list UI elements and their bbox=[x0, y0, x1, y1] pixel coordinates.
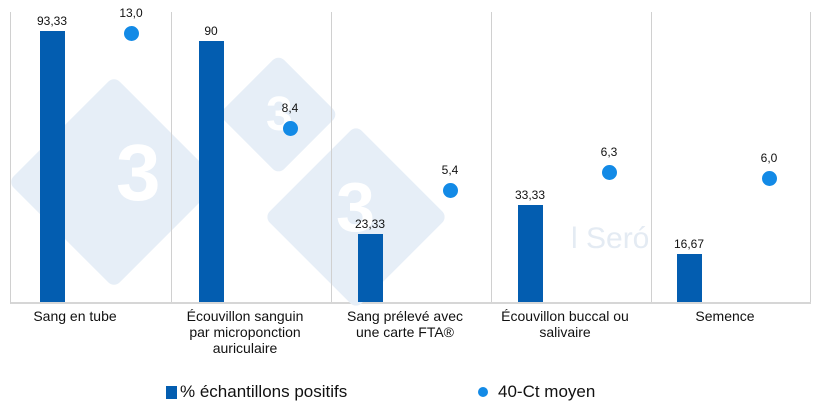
category-label: Sang en tube bbox=[0, 308, 150, 324]
category-separator bbox=[651, 12, 652, 302]
bar-value-label: 23,33 bbox=[354, 217, 386, 232]
legend-label: 40-Ct moyen bbox=[498, 382, 596, 401]
bar-value-label: 16,67 bbox=[673, 236, 705, 251]
bar-ecouvillon-sanguin bbox=[199, 41, 224, 302]
dot-value-label: 8,4 bbox=[281, 101, 299, 115]
dot-ecouvillon-sanguin bbox=[283, 121, 298, 136]
plot-area: 3 3 3 l Seró 93,33 90 23,33 33,33 16,67 … bbox=[7, 6, 811, 309]
dot-value-label: 6,3 bbox=[600, 145, 618, 159]
category-line: auriculaire bbox=[212, 340, 278, 356]
legend-dot-icon bbox=[478, 387, 488, 397]
dot-semence bbox=[762, 171, 777, 186]
dot-value-label: 13,0 bbox=[119, 6, 143, 20]
watermark-digit: 3 bbox=[336, 168, 375, 246]
legend-item-bars: % échantillons positifs bbox=[166, 382, 347, 402]
category-separator bbox=[810, 12, 811, 302]
watermark-digit: 3 bbox=[116, 128, 161, 217]
legend-item-dots: 40-Ct moyen bbox=[478, 382, 595, 402]
dot-value-label: 6,0 bbox=[760, 151, 778, 165]
bar-semence bbox=[677, 253, 702, 302]
dot-value-label: 5,4 bbox=[441, 163, 459, 177]
bar-value-label: 90 bbox=[204, 24, 218, 38]
bar-carte-fta bbox=[358, 234, 383, 302]
category-label: Semence bbox=[650, 308, 800, 324]
category-line: Semence bbox=[695, 308, 755, 324]
dot-carte-fta bbox=[443, 183, 458, 198]
legend-square-icon bbox=[166, 385, 177, 399]
category-line: Écouvillon buccal ou bbox=[501, 308, 629, 324]
bar-ecouvillon-buccal bbox=[518, 205, 543, 302]
category-label: Écouvillon sanguin par microponction aur… bbox=[170, 308, 320, 356]
dot-ecouvillon-buccal bbox=[602, 165, 617, 180]
category-line: une carte FTA® bbox=[356, 324, 454, 340]
legend-label: % échantillons positifs bbox=[180, 382, 348, 401]
bar-value-label: 33,33 bbox=[514, 188, 546, 203]
dot-sang-en-tube bbox=[124, 26, 139, 41]
category-line: salivaire bbox=[539, 324, 591, 340]
category-line: Écouvillon sanguin bbox=[186, 308, 304, 324]
category-line: Sang prélevé avec bbox=[347, 308, 463, 324]
category-separator bbox=[171, 12, 172, 302]
category-separator bbox=[491, 12, 492, 302]
category-label: Sang prélevé avec une carte FTA® bbox=[330, 308, 480, 340]
category-separator bbox=[331, 12, 332, 302]
category-line: par microponction bbox=[189, 324, 301, 340]
watermark-text: l Seró bbox=[571, 222, 650, 255]
bar-value-label: 93,33 bbox=[36, 14, 68, 29]
category-label: Écouvillon buccal ou salivaire bbox=[490, 308, 640, 340]
category-line: Sang en tube bbox=[33, 308, 117, 324]
bar-sang-en-tube bbox=[40, 31, 65, 302]
